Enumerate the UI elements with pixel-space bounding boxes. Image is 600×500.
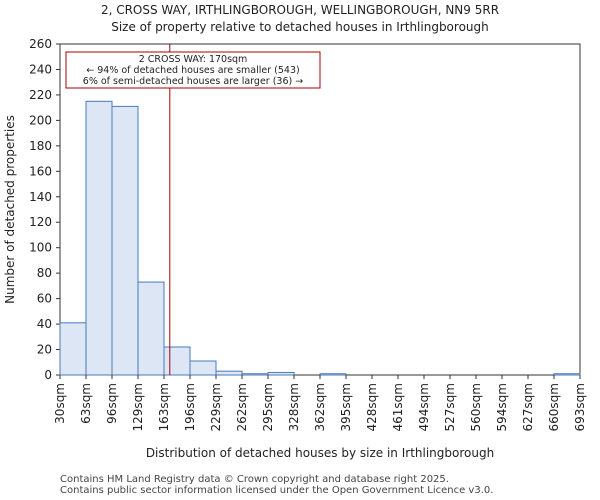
bar — [319, 373, 347, 376]
y-tick-label: 80 — [37, 266, 52, 280]
x-tick-label: 129sqm — [131, 383, 145, 431]
x-tick-label: 362sqm — [313, 383, 327, 431]
annotation-line: 6% of semi-detached houses are larger (3… — [83, 76, 303, 87]
x-tick-label: 660sqm — [547, 383, 561, 431]
y-tick-label: 240 — [29, 62, 52, 76]
y-tick-label: 200 — [29, 113, 52, 127]
y-tick-label: 60 — [37, 292, 52, 306]
annotation-box — [65, 51, 321, 89]
x-tick-label: 328sqm — [287, 383, 301, 431]
x-tick-label: 229sqm — [209, 383, 223, 431]
x-tick-label: 30sqm — [53, 383, 67, 424]
x-tick-label: 196sqm — [183, 383, 197, 431]
x-tick-label: 560sqm — [469, 383, 483, 431]
bar — [111, 105, 139, 376]
bar — [553, 373, 581, 376]
x-tick-label: 295sqm — [261, 383, 275, 431]
x-tick-label: 461sqm — [391, 383, 405, 431]
bar — [85, 100, 113, 376]
bar — [189, 360, 217, 376]
footer-line-1: Contains HM Land Registry data © Crown c… — [60, 474, 449, 485]
x-tick-label: 693sqm — [573, 383, 587, 431]
y-tick-label: 180 — [29, 139, 52, 153]
bar — [163, 346, 191, 376]
x-tick-label: 262sqm — [235, 383, 249, 431]
x-tick-label: 428sqm — [365, 383, 379, 431]
chart-subtitle: Size of property relative to detached ho… — [111, 20, 489, 34]
x-tick-label: 63sqm — [79, 383, 93, 424]
x-tick-label: 527sqm — [443, 383, 457, 431]
x-tick-label: 395sqm — [339, 383, 353, 431]
x-tick-label: 494sqm — [417, 383, 431, 431]
x-axis-label: Distribution of detached houses by size … — [146, 446, 494, 460]
x-tick-label: 627sqm — [521, 383, 535, 431]
y-tick-label: 140 — [29, 190, 52, 204]
y-axis-label: Number of detached properties — [3, 115, 17, 304]
annotation-line: 2 CROSS WAY: 170sqm — [139, 54, 248, 65]
y-tick-label: 20 — [37, 343, 52, 357]
y-tick-label: 100 — [29, 241, 52, 255]
footer-line-2: Contains public sector information licen… — [60, 485, 494, 496]
x-tick-label: 594sqm — [495, 383, 509, 431]
y-tick-label: 160 — [29, 164, 52, 178]
x-tick-label: 96sqm — [105, 383, 119, 424]
y-tick-label: 260 — [29, 37, 52, 51]
bar — [59, 322, 87, 376]
y-tick-label: 220 — [29, 88, 52, 102]
bar — [267, 371, 295, 376]
bar — [137, 281, 165, 376]
y-tick-label: 120 — [29, 215, 52, 229]
annotation-line: ← 94% of detached houses are smaller (54… — [86, 65, 299, 76]
chart-title: 2, CROSS WAY, IRTHLINGBOROUGH, WELLINGBO… — [100, 3, 500, 17]
bar — [215, 370, 243, 376]
y-tick-label: 40 — [37, 317, 52, 331]
bar — [241, 373, 269, 376]
y-tick-label: 0 — [44, 368, 52, 382]
x-tick-label: 163sqm — [157, 383, 171, 431]
